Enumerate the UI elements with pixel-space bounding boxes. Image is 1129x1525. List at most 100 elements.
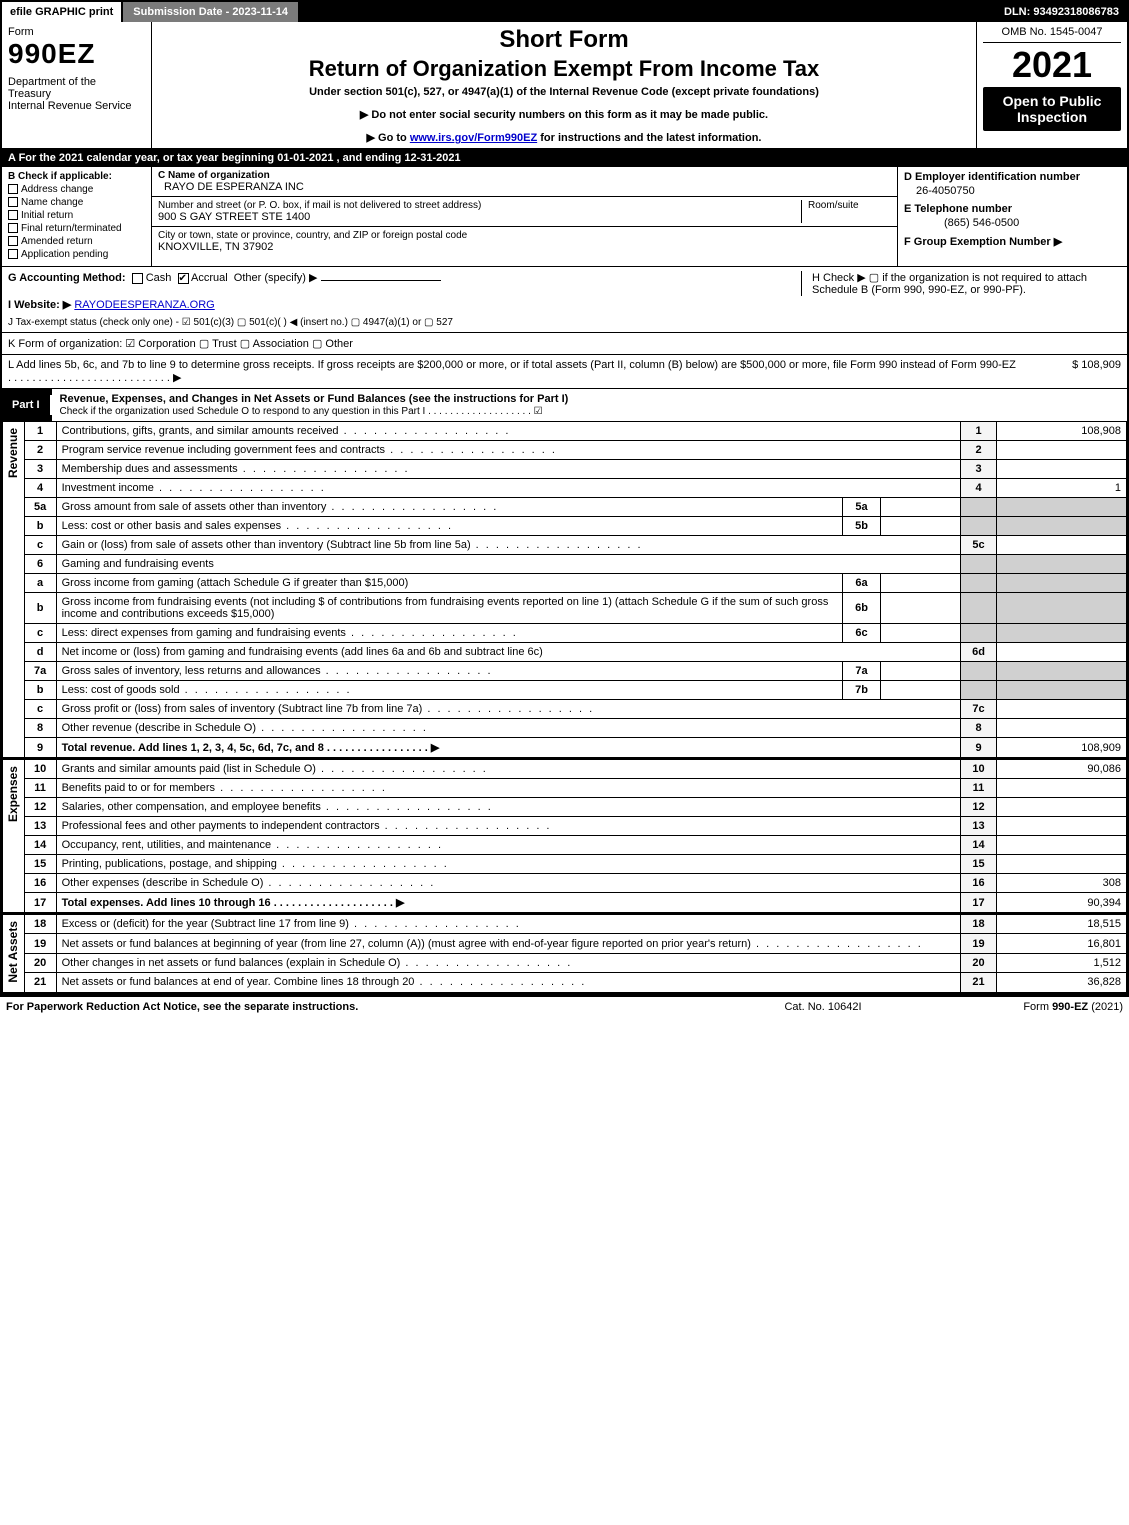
row-14: 14Occupancy, rent, utilities, and mainte…: [24, 836, 1126, 855]
revenue-section: Revenue 1Contributions, gifts, grants, a…: [2, 421, 1127, 759]
row-19: 19Net assets or fund balances at beginni…: [24, 934, 1126, 953]
group-exemption-label: F Group Exemption Number ▶: [904, 235, 1121, 248]
cat-no: Cat. No. 10642I: [723, 1001, 923, 1013]
note2-pre: ▶ Go to: [367, 132, 410, 144]
cb-amended-return[interactable]: Amended return: [8, 236, 145, 247]
row-9: 9Total revenue. Add lines 1, 2, 3, 4, 5c…: [24, 738, 1126, 758]
header-left: Form 990EZ Department of theTreasuryInte…: [2, 22, 152, 148]
form-number: 990EZ: [8, 38, 145, 70]
row-7a: 7aGross sales of inventory, less returns…: [24, 662, 1126, 681]
submission-date: Submission Date - 2023-11-14: [123, 2, 300, 22]
expenses-table: 10Grants and similar amounts paid (list …: [24, 759, 1127, 913]
row-3: 3Membership dues and assessments3: [24, 460, 1126, 479]
l-text: L Add lines 5b, 6c, and 7b to line 9 to …: [8, 359, 1021, 384]
short-form-title: Short Form: [158, 26, 970, 54]
part-1-num: Part I: [2, 395, 52, 415]
form-ref: Form 990-EZ (2021): [923, 1001, 1123, 1013]
row-6: 6Gaming and fundraising events: [24, 555, 1126, 574]
row-17: 17Total expenses. Add lines 10 through 1…: [24, 893, 1126, 913]
row-a-tax-year: A For the 2021 calendar year, or tax yea…: [2, 149, 1127, 167]
paperwork-notice: For Paperwork Reduction Act Notice, see …: [6, 1001, 723, 1013]
row-6d: dNet income or (loss) from gaming and fu…: [24, 643, 1126, 662]
section-h: H Check ▶ ▢ if the organization is not r…: [801, 271, 1121, 296]
org-name: RAYO DE ESPERANZA INC: [164, 181, 891, 193]
section-j: J Tax-exempt status (check only one) - ☑…: [8, 317, 801, 328]
tax-year: 2021: [983, 47, 1121, 83]
section-g-h: G Accounting Method: Cash Accrual Other …: [2, 267, 1127, 333]
g-label: G Accounting Method:: [8, 272, 126, 284]
row-20: 20Other changes in net assets or fund ba…: [24, 953, 1126, 972]
irs-link[interactable]: www.irs.gov/Form990EZ: [410, 132, 537, 144]
row-21: 21Net assets or fund balances at end of …: [24, 973, 1126, 992]
b-label: B Check if applicable:: [8, 171, 145, 182]
section-k: K Form of organization: ☑ Corporation ▢ …: [2, 333, 1127, 355]
row-13: 13Professional fees and other payments t…: [24, 817, 1126, 836]
note2-post: for instructions and the latest informat…: [537, 132, 761, 144]
part-1-title: Revenue, Expenses, and Changes in Net As…: [52, 389, 1127, 421]
website-link[interactable]: RAYODEESPERANZA.ORG: [74, 299, 214, 311]
ein: 26-4050750: [916, 185, 1121, 197]
section-l: L Add lines 5b, 6c, and 7b to line 9 to …: [2, 355, 1127, 389]
other-specify-field[interactable]: [321, 280, 441, 281]
city-row: City or town, state or province, country…: [152, 227, 897, 256]
expenses-section: Expenses 10Grants and similar amounts pa…: [2, 759, 1127, 914]
row-7c: cGross profit or (loss) from sales of in…: [24, 700, 1126, 719]
revenue-vertical-label: Revenue: [2, 421, 24, 758]
topbar: efile GRAPHIC print Submission Date - 20…: [2, 2, 1127, 22]
city: KNOXVILLE, TN 37902: [158, 241, 891, 253]
row-11: 11Benefits paid to or for members11: [24, 779, 1126, 798]
row-16: 16Other expenses (describe in Schedule O…: [24, 874, 1126, 893]
row-15: 15Printing, publications, postage, and s…: [24, 855, 1126, 874]
goto-note: ▶ Go to www.irs.gov/Form990EZ for instru…: [158, 131, 970, 144]
page-footer: For Paperwork Reduction Act Notice, see …: [0, 997, 1129, 1017]
dln: DLN: 93492318086783: [996, 2, 1127, 22]
cb-initial-return[interactable]: Initial return: [8, 210, 145, 221]
part-1-header: Part I Revenue, Expenses, and Changes in…: [2, 389, 1127, 421]
section-g: G Accounting Method: Cash Accrual Other …: [8, 271, 801, 328]
cb-application-pending[interactable]: Application pending: [8, 249, 145, 260]
row-7b: bLess: cost of goods sold7b: [24, 681, 1126, 700]
row-4: 4Investment income41: [24, 479, 1126, 498]
row-5b: bLess: cost or other basis and sales exp…: [24, 517, 1126, 536]
row-2: 2Program service revenue including gover…: [24, 441, 1126, 460]
header-center: Short Form Return of Organization Exempt…: [152, 22, 977, 148]
addr: 900 S GAY STREET STE 1400: [158, 211, 801, 223]
expenses-vertical-label: Expenses: [2, 759, 24, 913]
cb-accrual[interactable]: [178, 273, 189, 284]
under-section: Under section 501(c), 527, or 4947(a)(1)…: [158, 86, 970, 98]
form-990ez-page: efile GRAPHIC print Submission Date - 20…: [0, 0, 1129, 997]
part-1-sub: Check if the organization used Schedule …: [60, 406, 543, 417]
row-18: 18Excess or (deficit) for the year (Subt…: [24, 915, 1126, 934]
section-c: C Name of organization RAYO DE ESPERANZA…: [152, 167, 897, 266]
row-5c: cGain or (loss) from sale of assets othe…: [24, 536, 1126, 555]
section-b-c-d: B Check if applicable: Address change Na…: [2, 167, 1127, 267]
row-8: 8Other revenue (describe in Schedule O)8: [24, 719, 1126, 738]
tel-label: E Telephone number: [904, 203, 1121, 215]
header-right: OMB No. 1545-0047 2021 Open to Public In…: [977, 22, 1127, 148]
addr-label: Number and street (or P. O. box, if mail…: [158, 200, 801, 211]
department: Department of theTreasuryInternal Revenu…: [8, 76, 145, 112]
cb-final-return[interactable]: Final return/terminated: [8, 223, 145, 234]
omb-number: OMB No. 1545-0047: [983, 26, 1121, 43]
cb-name-change[interactable]: Name change: [8, 197, 145, 208]
row-6c: cLess: direct expenses from gaming and f…: [24, 624, 1126, 643]
i-label: I Website: ▶: [8, 299, 71, 311]
form-header: Form 990EZ Department of theTreasuryInte…: [2, 22, 1127, 149]
city-label: City or town, state or province, country…: [158, 230, 891, 241]
cb-cash[interactable]: [132, 273, 143, 284]
row-5a: 5aGross amount from sale of assets other…: [24, 498, 1126, 517]
room-label: Room/suite: [808, 200, 891, 211]
ein-label: D Employer identification number: [904, 171, 1121, 183]
l-amount: $ 108,909: [1021, 359, 1121, 384]
net-assets-section: Net Assets 18Excess or (deficit) for the…: [2, 914, 1127, 995]
net-assets-vertical-label: Net Assets: [2, 914, 24, 993]
row-6a: aGross income from gaming (attach Schedu…: [24, 574, 1126, 593]
cb-address-change[interactable]: Address change: [8, 184, 145, 195]
section-d-e-f: D Employer identification number 26-4050…: [897, 167, 1127, 266]
form-label: Form: [8, 26, 145, 38]
net-assets-table: 18Excess or (deficit) for the year (Subt…: [24, 914, 1127, 993]
c-name-label: C Name of organization: [158, 170, 270, 181]
ssn-note: ▶ Do not enter social security numbers o…: [158, 108, 970, 121]
section-b: B Check if applicable: Address change Na…: [2, 167, 152, 266]
org-name-row: C Name of organization RAYO DE ESPERANZA…: [152, 167, 897, 197]
